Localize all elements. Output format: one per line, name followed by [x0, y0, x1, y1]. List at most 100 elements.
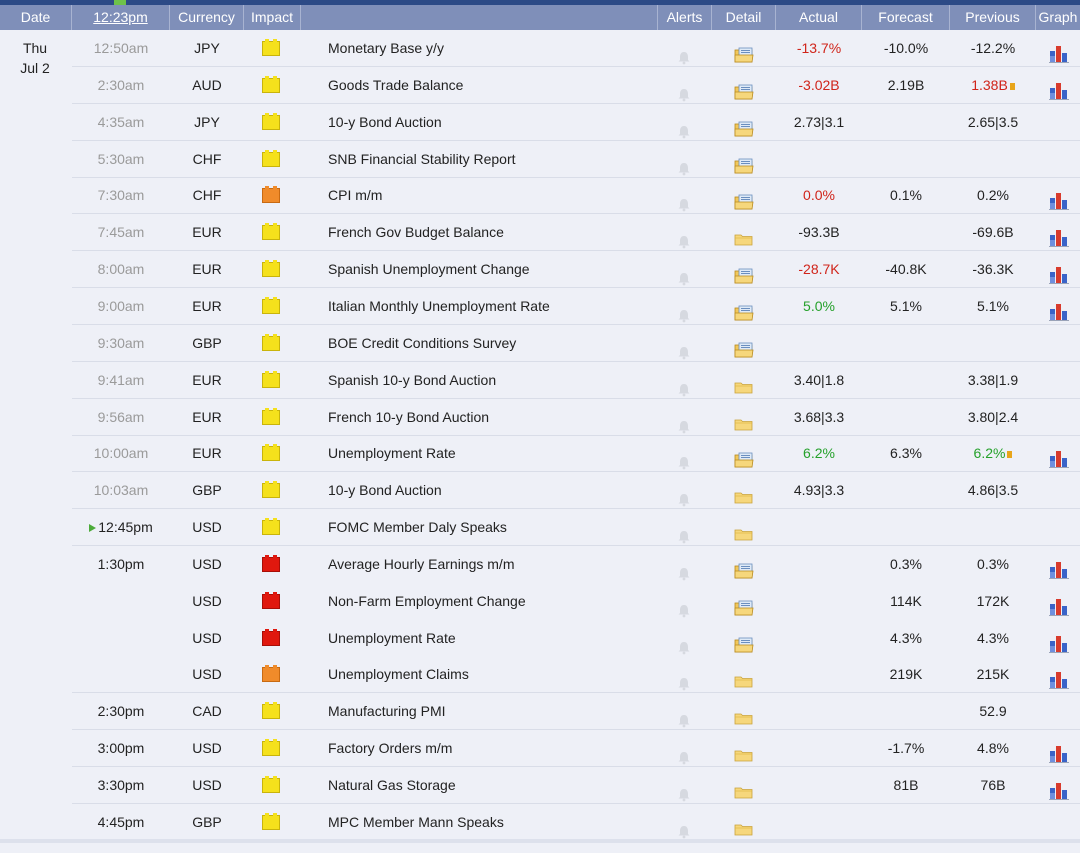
bar-chart-icon[interactable]: [1048, 740, 1070, 764]
bar-chart-icon[interactable]: [1048, 77, 1070, 100]
folder-open-icon[interactable]: [734, 187, 754, 210]
revised-marker-icon[interactable]: [1007, 451, 1013, 459]
folder-icon[interactable]: [734, 814, 754, 836]
event-row[interactable]: 4:35am JPY 10-y Bond Auction 2.73|3.1 2.65|3…: [0, 104, 1080, 141]
bar-chart-icon[interactable]: [1048, 593, 1070, 616]
event-row[interactable]: 9:41am EUR Spanish 10-y Bond Auction 3.40|1…: [0, 362, 1080, 399]
bell-icon[interactable]: [676, 263, 692, 286]
event-row[interactable]: 9:56am EUR French 10-y Bond Auction 3.68|3.…: [0, 399, 1080, 436]
folder-icon[interactable]: [734, 224, 754, 246]
event-title[interactable]: CPI m/m: [328, 187, 383, 204]
event-row[interactable]: 7:30am CHF CPI m/m 0.0% 0.1% 0.2%: [0, 177, 1080, 215]
folder-open-icon[interactable]: [734, 593, 754, 616]
bell-icon[interactable]: [676, 668, 692, 691]
bell-icon[interactable]: [676, 337, 692, 360]
folder-open-icon[interactable]: [734, 335, 754, 358]
event-row[interactable]: 2:30am AUD Goods Trade Balance -3.02B 2.19B 1…: [0, 67, 1080, 104]
bell-icon[interactable]: [676, 484, 692, 507]
event-title[interactable]: FOMC Member Daly Speaks: [328, 519, 507, 536]
event-title[interactable]: Manufacturing PMI: [328, 703, 446, 720]
event-title[interactable]: French Gov Budget Balance: [328, 224, 504, 241]
bar-chart-icon[interactable]: [1048, 261, 1070, 285]
bell-icon[interactable]: [676, 300, 692, 323]
bar-chart-icon[interactable]: [1048, 630, 1070, 653]
bell-icon[interactable]: [676, 632, 692, 654]
folder-open-icon[interactable]: [734, 77, 754, 100]
folder-icon[interactable]: [734, 372, 754, 394]
revised-marker-icon[interactable]: [1009, 82, 1015, 90]
folder-icon[interactable]: [734, 666, 754, 688]
current-time[interactable]: 12:23pm: [93, 9, 148, 25]
folder-open-icon[interactable]: [734, 630, 754, 652]
folder-icon[interactable]: [734, 740, 754, 762]
event-row[interactable]: 4:45pm GBP MPC Member Mann Speaks: [0, 804, 1080, 841]
bell-icon[interactable]: [676, 779, 692, 802]
event-title[interactable]: MPC Member Mann Speaks: [328, 813, 504, 830]
event-row[interactable]: 12:50am JPY Monetary Base y/y -13.7% -10.0% -…: [0, 30, 1080, 67]
event-title[interactable]: Goods Trade Balance: [328, 76, 464, 93]
event-row[interactable]: 3:30pm USD Natural Gas Storage 81B 76B: [0, 767, 1080, 804]
event-title[interactable]: Non-Farm Employment Change: [328, 592, 526, 609]
event-title[interactable]: Spanish Unemployment Change: [328, 261, 530, 278]
event-row[interactable]: 8:00am EUR Spanish Unemployment Change -28.…: [0, 251, 1080, 289]
event-title[interactable]: 10-y Bond Auction: [328, 113, 442, 130]
folder-open-icon[interactable]: [734, 261, 754, 284]
event-title[interactable]: Unemployment Rate: [328, 445, 456, 462]
event-title[interactable]: 10-y Bond Auction: [328, 482, 442, 499]
event-row[interactable]: 12:45pm USD FOMC Member Daly Speaks: [0, 509, 1080, 547]
event-row[interactable]: 2:30pm CAD Manufacturing PMI 52.9: [0, 693, 1080, 731]
bell-icon[interactable]: [676, 595, 692, 618]
folder-open-icon[interactable]: [734, 556, 754, 579]
bar-chart-icon[interactable]: [1048, 298, 1070, 321]
folder-icon[interactable]: [734, 777, 754, 799]
bell-icon[interactable]: [676, 558, 692, 581]
folder-open-icon[interactable]: [734, 298, 754, 321]
folder-icon[interactable]: [734, 409, 754, 430]
event-row[interactable]: 3:00pm USD Factory Orders m/m -1.7% 4.8%: [0, 730, 1080, 768]
event-title[interactable]: Monetary Base y/y: [328, 40, 444, 56]
bell-icon[interactable]: [676, 153, 692, 175]
folder-icon[interactable]: [734, 519, 754, 541]
event-title[interactable]: Average Hourly Earnings m/m: [328, 555, 515, 572]
event-title[interactable]: Spanish 10-y Bond Auction: [328, 371, 497, 388]
event-title[interactable]: Italian Monthly Unemployment Rate: [328, 297, 550, 314]
folder-open-icon[interactable]: [734, 151, 754, 173]
event-title[interactable]: SNB Financial Stability Report: [328, 150, 516, 167]
event-row[interactable]: USD Unemployment Claims 219K 215K: [0, 656, 1080, 694]
event-row[interactable]: USD Non-Farm Employment Change 114K 172K: [0, 583, 1080, 620]
bell-icon[interactable]: [676, 411, 692, 433]
event-title[interactable]: Unemployment Claims: [328, 666, 469, 683]
event-row[interactable]: 10:03am GBP 10-y Bond Auction 4.93|3.3 4.86|…: [0, 472, 1080, 510]
bar-chart-icon[interactable]: [1048, 666, 1070, 690]
folder-icon[interactable]: [734, 703, 754, 725]
folder-icon[interactable]: [734, 482, 754, 504]
folder-open-icon[interactable]: [734, 40, 754, 63]
event-row[interactable]: 9:30am GBP BOE Credit Conditions Survey: [0, 325, 1080, 362]
bell-icon[interactable]: [676, 116, 692, 139]
event-title[interactable]: Unemployment Rate: [328, 629, 456, 646]
event-row[interactable]: 5:30am CHF SNB Financial Stability Report: [0, 141, 1080, 178]
event-row[interactable]: USD Unemployment Rate 4.3% 4.3%: [0, 620, 1080, 657]
bar-chart-icon[interactable]: [1048, 224, 1070, 248]
bell-icon[interactable]: [676, 705, 692, 728]
bell-icon[interactable]: [676, 374, 692, 397]
bar-chart-icon[interactable]: [1048, 187, 1070, 211]
bar-chart-icon[interactable]: [1048, 445, 1070, 469]
event-row[interactable]: 1:30pm USD Average Hourly Earnings m/m 0.3%…: [0, 546, 1080, 583]
folder-open-icon[interactable]: [734, 445, 754, 468]
event-row[interactable]: 9:00am EUR Italian Monthly Unemployment Ra…: [0, 288, 1080, 325]
bar-chart-icon[interactable]: [1048, 556, 1070, 579]
event-row[interactable]: 7:45am EUR French Gov Budget Balance -93.3B…: [0, 214, 1080, 252]
folder-open-icon[interactable]: [734, 114, 754, 137]
bell-icon[interactable]: [676, 79, 692, 102]
bell-icon[interactable]: [676, 42, 692, 65]
bell-icon[interactable]: [676, 521, 692, 544]
bell-icon[interactable]: [676, 816, 692, 839]
event-title[interactable]: French 10-y Bond Auction: [328, 408, 490, 425]
bar-chart-icon[interactable]: [1048, 777, 1070, 800]
bell-icon[interactable]: [676, 189, 692, 212]
header-time[interactable]: 12:23pm: [72, 5, 170, 30]
event-title[interactable]: Natural Gas Storage: [328, 777, 456, 793]
bell-icon[interactable]: [676, 447, 692, 470]
event-row[interactable]: 10:00am EUR Unemployment Rate 6.2% 6.3% 6.2%: [0, 435, 1080, 473]
